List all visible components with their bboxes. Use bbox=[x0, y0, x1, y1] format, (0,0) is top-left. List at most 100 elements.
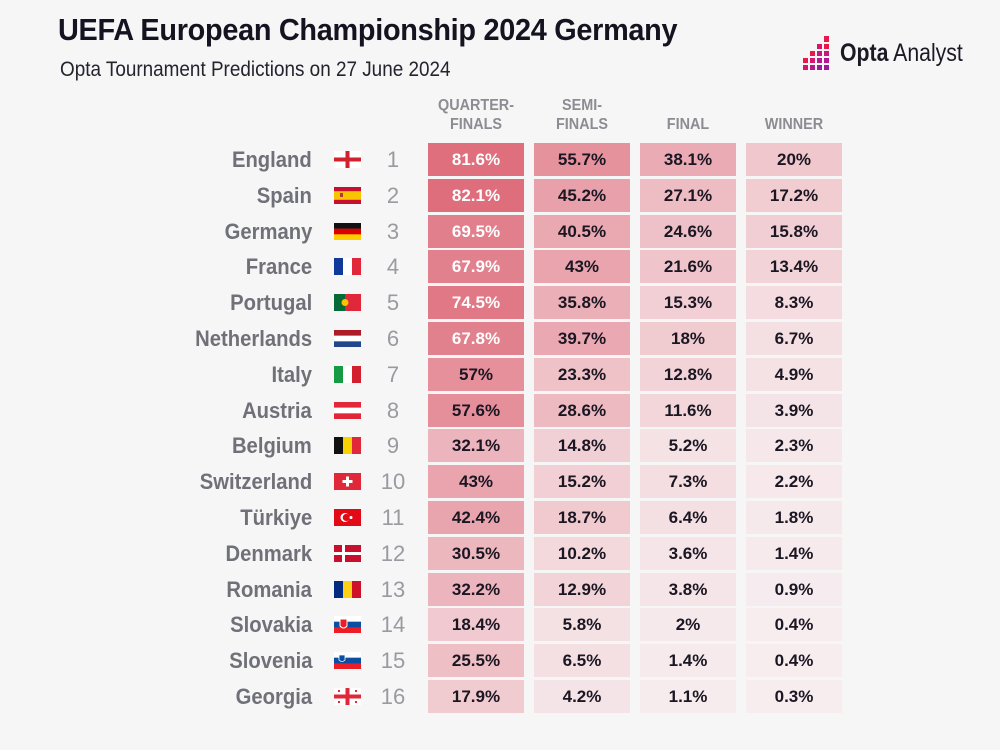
probability-cell: 2% bbox=[640, 608, 736, 642]
team-rank: 14 bbox=[380, 612, 406, 638]
netherlands-flag-icon bbox=[334, 330, 361, 348]
probability-cell: 3.8% bbox=[640, 572, 736, 606]
probability-cell: 1.1% bbox=[640, 680, 736, 713]
probability-cell: 24.6% bbox=[640, 214, 736, 248]
belgium-flag-icon bbox=[334, 437, 362, 455]
probability-cell: 45.2% bbox=[534, 178, 630, 212]
team-rank: 10 bbox=[380, 469, 406, 495]
column-header: SEMI- FINALS bbox=[539, 96, 625, 134]
probability-cell: 40.5% bbox=[534, 214, 630, 248]
probability-cell: 1.4% bbox=[640, 644, 736, 678]
probability-cell: 25.5% bbox=[428, 644, 524, 678]
germany-flag-icon bbox=[334, 222, 361, 240]
probability-cell: 30.5% bbox=[428, 536, 524, 570]
team-name: Germany bbox=[224, 218, 312, 244]
team-name: Romania bbox=[226, 576, 312, 602]
table-row: Türkiye 11 42.4% 18.7% 6.4% 1.8% bbox=[0, 500, 1000, 536]
france-flag-icon bbox=[334, 258, 362, 276]
probability-cell: 1.4% bbox=[746, 536, 842, 570]
team-name: Slovakia bbox=[229, 612, 312, 638]
probability-cell: 67.9% bbox=[428, 250, 524, 284]
column-header-line: FINAL bbox=[666, 116, 710, 133]
probability-cell: 81.6% bbox=[428, 143, 524, 176]
team-name: Netherlands bbox=[195, 326, 312, 351]
probability-cell: 12.8% bbox=[640, 357, 736, 391]
team-rank: 5 bbox=[386, 290, 400, 316]
team-rank: 3 bbox=[386, 218, 400, 244]
portugal-flag-icon bbox=[334, 294, 361, 312]
probability-cell: 13.4% bbox=[746, 250, 842, 284]
probability-cell: 0.4% bbox=[746, 608, 842, 642]
probability-cell: 17.2% bbox=[746, 178, 842, 212]
probability-cell: 20% bbox=[746, 143, 842, 176]
team-rank: 12 bbox=[380, 540, 406, 566]
team-name: Italy bbox=[271, 361, 312, 387]
team-rank: 16 bbox=[380, 684, 406, 709]
probability-cell: 2.2% bbox=[746, 465, 842, 499]
probability-cell: 43% bbox=[428, 465, 524, 499]
probability-cell: 6.4% bbox=[640, 501, 736, 534]
probability-cell: 69.5% bbox=[428, 214, 524, 248]
probability-cell: 28.6% bbox=[534, 393, 630, 427]
probability-cell: 12.9% bbox=[534, 572, 630, 606]
team-name: Portugal bbox=[229, 290, 312, 316]
table-row: Italy 7 57% 23.3% 12.8% 4.9% bbox=[0, 357, 1000, 393]
probability-cell: 42.4% bbox=[428, 501, 524, 534]
probability-cell: 0.9% bbox=[746, 572, 842, 606]
probability-cell: 27.1% bbox=[640, 178, 736, 212]
team-name: Slovenia bbox=[228, 648, 312, 674]
team-rank: 15 bbox=[380, 648, 406, 674]
probability-cell: 0.4% bbox=[746, 644, 842, 678]
denmark-flag-icon bbox=[334, 544, 361, 562]
spain-flag-icon bbox=[334, 186, 361, 204]
slovenia-flag-icon bbox=[334, 652, 361, 670]
probability-cell: 0.3% bbox=[746, 680, 842, 713]
team-rank: 1 bbox=[386, 147, 400, 172]
probability-cell: 7.3% bbox=[640, 465, 736, 499]
turkiye-flag-icon bbox=[334, 509, 361, 526]
team-name: Denmark bbox=[225, 540, 312, 566]
team-name: France bbox=[245, 254, 312, 280]
probability-cell: 32.1% bbox=[428, 429, 524, 463]
probability-cell: 15.8% bbox=[746, 214, 842, 248]
probability-cell: 43% bbox=[534, 250, 630, 284]
probability-cell: 8.3% bbox=[746, 286, 842, 320]
probability-cell: 15.2% bbox=[534, 465, 630, 499]
table-row: Switzerland 10 43% 15.2% 7.3% 2.2% bbox=[0, 464, 1000, 500]
column-header-line: FINALS bbox=[555, 116, 609, 133]
table-row: Romania 13 32.2% 12.9% 3.8% 0.9% bbox=[0, 572, 1000, 608]
switzerland-flag-icon bbox=[334, 473, 361, 491]
column-header-line bbox=[645, 96, 731, 115]
team-name: England bbox=[232, 147, 312, 172]
table-row: England 1 81.6% 55.7% 38.1% 20% bbox=[0, 142, 1000, 178]
probability-cell: 57.6% bbox=[428, 393, 524, 427]
chart-subtitle: Opta Tournament Predictions on 27 June 2… bbox=[60, 58, 451, 81]
team-name: Türkiye bbox=[239, 505, 312, 530]
chart-title: UEFA European Championship 2024 Germany bbox=[58, 12, 678, 47]
probability-cell: 32.2% bbox=[428, 572, 524, 606]
probability-cell: 2.3% bbox=[746, 429, 842, 463]
team-rank: 2 bbox=[386, 182, 400, 208]
column-header: FINAL bbox=[645, 96, 731, 134]
italy-flag-icon bbox=[334, 365, 362, 383]
probability-cell: 15.3% bbox=[640, 286, 736, 320]
probability-cell: 35.8% bbox=[534, 286, 630, 320]
team-rank: 13 bbox=[380, 576, 406, 602]
table-row: Portugal 5 74.5% 35.8% 15.3% 8.3% bbox=[0, 285, 1000, 321]
column-header-line: FINALS bbox=[449, 116, 503, 133]
column-header: QUARTER- FINALS bbox=[433, 96, 519, 134]
probability-cell: 18% bbox=[640, 322, 736, 355]
team-rank: 7 bbox=[386, 361, 400, 387]
team-rank: 11 bbox=[381, 505, 405, 530]
table-row: Spain 2 82.1% 45.2% 27.1% 17.2% bbox=[0, 178, 1000, 214]
probability-cell: 3.6% bbox=[640, 536, 736, 570]
column-header-line: WINNER bbox=[764, 116, 824, 133]
column-header-line bbox=[751, 96, 837, 115]
table-row: Denmark 12 30.5% 10.2% 3.6% 1.4% bbox=[0, 536, 1000, 572]
probability-cell: 11.6% bbox=[640, 393, 736, 427]
column-header-line: SEMI- bbox=[561, 97, 602, 114]
team-rank: 9 bbox=[386, 433, 400, 459]
probability-cell: 1.8% bbox=[746, 501, 842, 534]
opta-analyst-logo: Opta Analyst bbox=[800, 36, 985, 70]
table-row: Georgia 16 17.9% 4.2% 1.1% 0.3% bbox=[0, 679, 1000, 715]
